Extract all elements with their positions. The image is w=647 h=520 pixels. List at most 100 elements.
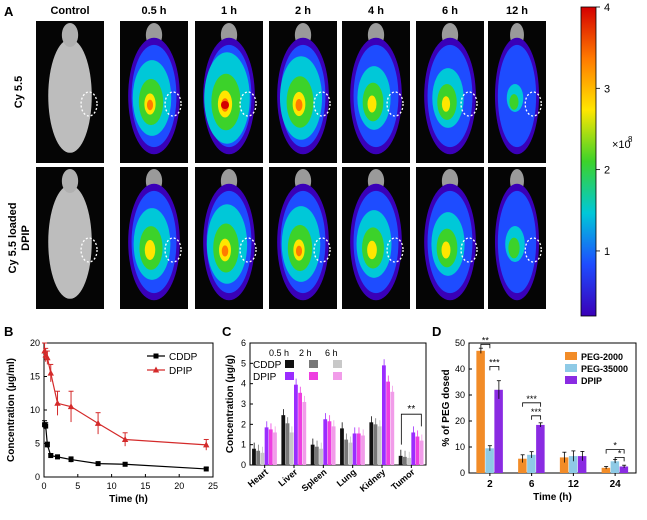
bar [281,415,286,465]
column-label: 1 h [221,5,237,17]
x-tick-label: Spleen [300,467,329,494]
data-point [48,453,54,459]
colorbar: 4 3 2 1 ×108 [580,2,633,317]
fluorescence-layer [221,245,229,257]
panel-letter-c: C [222,324,232,339]
legend-time-label: 6 h [325,348,338,358]
mouse-head [61,169,79,193]
colorbar-tick-label: 4 [604,2,610,14]
bar [302,401,307,465]
tumor-outline [524,237,542,263]
y-tick-label: 3 [241,399,246,409]
bar [352,433,357,465]
legend-swatch [309,372,318,380]
column-label: 0.5 h [141,5,166,17]
imaging-panel [195,21,263,163]
row-label-dpip: DPIP [20,225,32,251]
bar [382,365,386,465]
y-tick-label: 50 [455,338,465,348]
y-axis-label: % of PEG dosed [441,369,452,446]
x-tick-label: 2 [487,479,493,490]
fluorescence-layer [509,94,519,110]
significance-label: * [618,448,622,458]
bar [256,450,261,465]
x-tick-label: 5 [75,481,80,491]
y-tick-label: 0 [460,468,465,478]
bar [373,424,378,465]
x-tick-label: 24 [610,479,622,490]
bar [314,446,319,465]
legend-swatch [309,360,318,368]
fluorescence-layer [508,237,520,259]
legend-marker [153,353,159,359]
x-tick-label: 6 [529,479,535,490]
panel-letter-b: B [4,324,13,339]
y-axis-label: Concentration (μg/ml) [6,358,17,462]
tumor-outline [313,237,331,263]
x-axis-label: Time (h) [109,494,148,505]
legend-label: PEG-2000 [581,352,623,362]
x-tick-label: Liver [276,467,299,489]
column-label: 4 h [368,5,384,17]
mouse-head [61,23,79,47]
x-tick-label: 25 [208,481,218,491]
data-point [44,354,51,361]
legend-label: CDDP [169,352,198,363]
bar [494,389,503,473]
legend-swatch [333,360,342,368]
bar [619,466,629,473]
data-point [122,461,128,467]
data-point [55,454,61,460]
significance-bracket [522,402,542,407]
significance-bracket [605,449,625,454]
tumor-outline [164,91,182,117]
legend-marker [152,366,160,373]
x-tick-label: Tumor [389,467,417,493]
y-tick-label: 4 [241,379,246,389]
fluorescence-layer [144,240,156,260]
y-tick-label: 40 [455,364,465,374]
significance-label: *** [531,407,542,417]
chart-b-plasma-concentration: 0 5 10 15 20 25 0 5 10 15 20 Time (h) Concentration … [6,338,218,505]
bar [319,448,323,465]
significance-label: ** [407,404,415,415]
x-tick-label: 0 [41,481,46,491]
imaging-panel [488,167,546,309]
bar [348,442,353,465]
bar [419,440,424,465]
legend-swatch [285,360,294,368]
fluorescence-layer [441,241,451,259]
column-label: 2 h [295,5,311,17]
y-axis-label: Concentration (μg/g) [225,355,236,453]
chart-c-organ-distribution: 0 1 2 3 4 5 6 Concentration (μg/g) Heart Liver Spl… [225,338,427,494]
bar [289,432,294,465]
y-tick-label: 1 [241,440,246,450]
y-tick-label: 0 [35,472,40,482]
column-label: 12 h [506,5,528,17]
significance-label: ** [482,335,490,345]
x-tick-label: 15 [140,481,150,491]
y-tick-label: 30 [455,390,465,400]
y-tick-label: 10 [30,405,40,415]
tumor-outline [239,91,257,117]
y-tick-label: 20 [455,416,465,426]
imaging-panel [120,21,188,163]
fluorescence-layer [295,98,303,112]
significance-bracket [489,365,500,371]
data-point [95,461,101,467]
imaging-panel [195,167,263,309]
y-tick-label: 15 [30,372,40,382]
significance-bracket [480,343,491,349]
data-point [47,369,54,376]
data-point [54,399,61,406]
bar [252,448,256,465]
bar [285,423,290,465]
bar [273,432,277,465]
bar [356,433,361,465]
bar [527,454,536,473]
imaging-panel [416,167,484,309]
significance-bracket [400,413,422,445]
legend-swatch [285,372,294,380]
legend-time-label: 2 h [299,348,312,358]
y-tick-label: 6 [241,338,246,348]
